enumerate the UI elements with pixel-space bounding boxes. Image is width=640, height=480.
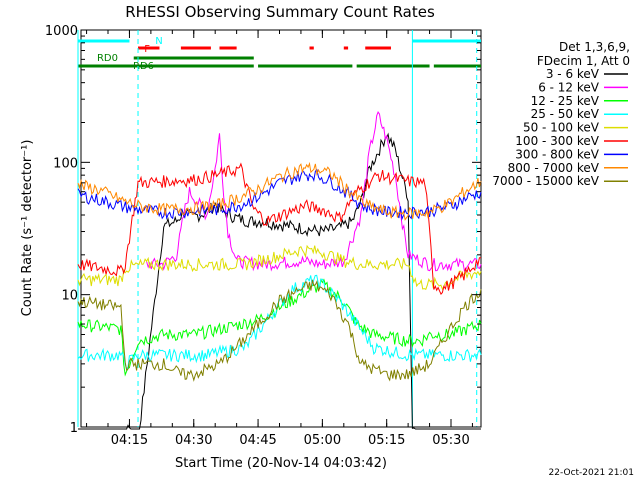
- x-axis: 04:15 04:30 04:45 05:00 05:15 05:30 Start Tim…: [111, 433, 470, 471]
- series-line: [78, 132, 481, 430]
- x-tick-label: 05:30: [432, 433, 469, 448]
- flag-label: RD0: [97, 53, 118, 64]
- legend-label: 12 - 25 keV: [531, 94, 600, 108]
- flag-label: RD6: [133, 61, 154, 72]
- legend-label: 50 - 100 keV: [523, 121, 600, 135]
- legend-header-1: Det 1,3,6,9,: [559, 40, 630, 54]
- series-line: [146, 111, 482, 272]
- x-tick-label: 05:15: [368, 433, 405, 448]
- x-tick-label: 05:00: [304, 433, 341, 448]
- plot-frame: [80, 29, 482, 428]
- series-line: [77, 161, 482, 221]
- legend-label: 300 - 800 keV: [515, 147, 599, 161]
- series-line: [77, 244, 482, 291]
- y-axis-label: Count Rate (s⁻¹ detector⁻¹): [20, 140, 35, 317]
- x-tick-label: 04:30: [175, 433, 212, 448]
- x-axis-label: Start Time (20-Nov-14 04:03:42): [175, 456, 387, 471]
- legend-label: 6 - 12 keV: [538, 80, 600, 94]
- series-lines: [77, 111, 482, 430]
- x-tick-labels: 04:15 04:30 04:45 05:00 05:15 05:30: [111, 433, 470, 448]
- legend: Det 1,3,6,9, FDecim 1, Att 0 3 - 6 keV6 …: [492, 40, 630, 188]
- x-tick-label: 04:45: [239, 433, 276, 448]
- vertical-markers: [77, 30, 478, 427]
- flag-bars: NF RD0 RD6: [77, 36, 481, 72]
- flag-label: N: [155, 36, 162, 47]
- chart-title: RHESSI Observing Summary Count Rates: [125, 3, 435, 21]
- y-tick-label: 10: [61, 289, 78, 304]
- flag-label: F: [144, 44, 150, 55]
- y-tick-label: 100: [53, 156, 78, 171]
- x-tick-label: 04:15: [111, 433, 148, 448]
- y-tick-label: 1000: [45, 24, 78, 39]
- series-line: [77, 274, 482, 370]
- legend-label: 3 - 6 keV: [546, 67, 600, 81]
- y-tick-labels: 1 10 100 1000: [45, 24, 78, 436]
- y-tick-label: 1: [70, 421, 78, 436]
- series-line: [77, 278, 482, 377]
- legend-label: 7000 - 15000 keV: [492, 174, 599, 188]
- plot-area: NF RD0 RD6: [77, 29, 482, 430]
- legend-label: 100 - 300 keV: [515, 134, 599, 148]
- series-line: [77, 279, 482, 382]
- y-axis: 1 10 100 1000 Count Rate (s⁻¹ detector⁻¹): [20, 24, 78, 436]
- legend-label: 25 - 50 keV: [531, 107, 600, 121]
- legend-header-2: FDecim 1, Att 0: [537, 54, 630, 68]
- series-line: [77, 162, 481, 296]
- footer-timestamp: 22-Oct-2021 21:01: [549, 468, 634, 478]
- legend-label: 800 - 7000 keV: [508, 161, 600, 175]
